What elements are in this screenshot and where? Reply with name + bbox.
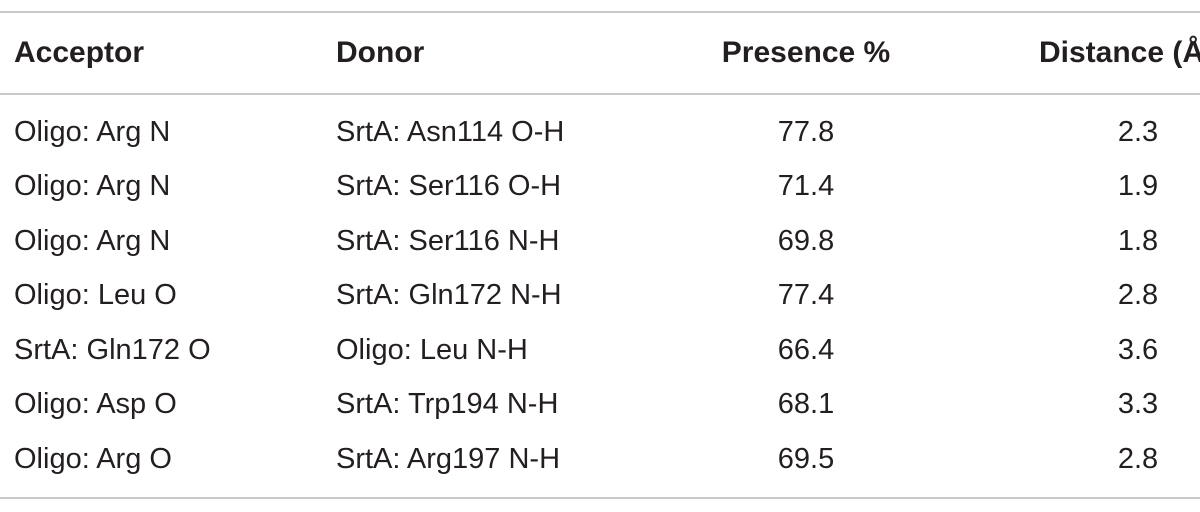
cell-presence: 69.8 [777, 224, 835, 257]
cell-acceptor: Oligo: Arg N [14, 170, 171, 203]
header-distance: Distance (Å) [1038, 36, 1200, 69]
header-presence: Presence % [721, 36, 891, 69]
cell-donor: SrtA: Trp194 N-H [336, 388, 559, 421]
table-row: Oligo: Leu O SrtA: Gln172 N-H 77.4 2.8 [0, 269, 1200, 324]
header-acceptor: Acceptor [14, 36, 145, 69]
cell-donor: SrtA: Arg197 N-H [336, 442, 561, 475]
cell-acceptor: Oligo: Arg N [14, 115, 171, 148]
cell-donor: SrtA: Ser116 O-H [336, 170, 562, 203]
cell-distance: 1.9 [1117, 170, 1159, 203]
cell-acceptor: Oligo: Leu O [14, 279, 177, 312]
cell-acceptor: Oligo: Arg O [14, 442, 172, 475]
hydrogen-bond-table: Acceptor Donor Presence % Distance (Å) O… [0, 11, 1200, 499]
table-row: Oligo: Arg O SrtA: Arg197 N-H 69.5 2.8 [0, 432, 1200, 498]
cell-distance: 2.8 [1117, 279, 1159, 312]
table-row: Oligo: Arg N SrtA: Ser116 O-H 71.4 1.9 [0, 160, 1200, 215]
cell-presence: 71.4 [777, 170, 835, 203]
table-header: Acceptor Donor Presence % Distance (Å) [0, 12, 1200, 94]
cell-acceptor: Oligo: Arg N [14, 224, 171, 257]
header-row: Acceptor Donor Presence % Distance (Å) [0, 12, 1200, 94]
cell-distance: 3.3 [1117, 388, 1159, 421]
cell-distance: 2.8 [1117, 442, 1159, 475]
cell-presence: 69.5 [777, 442, 835, 475]
table-body: Oligo: Arg N SrtA: Asn114 O-H 77.8 2.3 Oligo… [0, 94, 1200, 498]
table-row: Oligo: Asp O SrtA: Trp194 N-H 68.1 3.3 [0, 378, 1200, 433]
cell-donor: Oligo: Leu N-H [336, 333, 528, 366]
header-donor: Donor [336, 36, 425, 69]
cell-presence: 77.4 [777, 279, 835, 312]
cell-distance: 2.3 [1117, 115, 1159, 148]
cell-acceptor: SrtA: Gln172 O [14, 333, 211, 366]
cell-acceptor: Oligo: Asp O [14, 388, 177, 421]
cell-presence: 77.8 [777, 115, 835, 148]
table-row: SrtA: Gln172 O Oligo: Leu N-H 66.4 3.6 [0, 323, 1200, 378]
cell-presence: 68.1 [777, 388, 835, 421]
cell-distance: 3.6 [1117, 333, 1159, 366]
cell-donor: SrtA: Ser116 N-H [336, 224, 560, 257]
cell-donor: SrtA: Gln172 N-H [336, 279, 562, 312]
cell-presence: 66.4 [777, 333, 835, 366]
table-row: Oligo: Arg N SrtA: Ser116 N-H 69.8 1.8 [0, 214, 1200, 269]
table-row: Oligo: Arg N SrtA: Asn114 O-H 77.8 2.3 [0, 94, 1200, 160]
cell-distance: 1.8 [1117, 224, 1159, 257]
cell-donor: SrtA: Asn114 O-H [336, 115, 565, 148]
